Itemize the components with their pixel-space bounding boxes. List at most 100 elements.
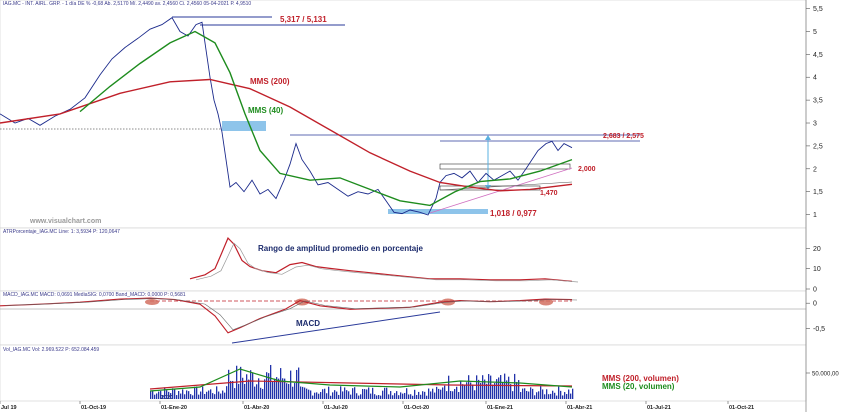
volume-bar xyxy=(540,386,542,399)
mms40-label: MMS (40) xyxy=(248,106,283,115)
volume-bar xyxy=(388,394,390,399)
macd-peak-4 xyxy=(539,298,553,306)
volume-bar xyxy=(506,380,508,399)
price-header: IAG.MC - INT. AIRL. GRP. - 1 día DE % -0… xyxy=(3,1,251,7)
volume-bar xyxy=(424,391,426,399)
volume-bar xyxy=(438,388,440,399)
volume-bar xyxy=(430,391,432,399)
volume-bar xyxy=(436,386,438,399)
volume-bar xyxy=(284,378,286,399)
volume-bar xyxy=(232,380,234,399)
macd-title: MACD xyxy=(296,319,320,328)
x-tick: 01-Ene-20 xyxy=(161,405,187,411)
volume-bar xyxy=(280,368,282,399)
vol-mms20-label: MMS (20, volumen) xyxy=(602,382,675,391)
volume-bar xyxy=(182,389,184,399)
volume-bar xyxy=(462,384,464,399)
volume-bar xyxy=(214,394,216,399)
volume-bar xyxy=(380,395,382,399)
volume-bar xyxy=(186,390,188,399)
volume-bar xyxy=(442,387,444,399)
volume-bar xyxy=(328,386,330,399)
volume-bar xyxy=(332,392,334,399)
volume-bar xyxy=(556,395,558,399)
atr-tick: 10 xyxy=(813,266,821,273)
volume-bar xyxy=(432,388,434,399)
volume-bar xyxy=(358,395,360,399)
volume-bar xyxy=(230,380,232,399)
x-tick: 01-Jul-21 xyxy=(647,405,671,411)
volume-bar xyxy=(384,387,386,399)
level1470-label: 1,470 xyxy=(540,190,558,197)
volume-bar xyxy=(570,393,572,399)
volume-bar xyxy=(190,394,192,399)
volume-bar xyxy=(294,383,296,399)
volume-bar xyxy=(194,386,196,399)
volume-bar xyxy=(196,386,198,399)
price-tick: 2 xyxy=(813,166,817,173)
volume-bar xyxy=(252,372,254,399)
volume-bar xyxy=(176,395,178,399)
volume-bar xyxy=(170,393,172,399)
x-tick: 01-Abr-21 xyxy=(567,405,592,411)
volume-bar xyxy=(480,383,482,399)
volume-bar xyxy=(428,388,430,399)
volume-bar xyxy=(278,378,280,399)
resistance-label: 2,683 / 2,575 xyxy=(603,133,644,140)
volume-bar xyxy=(242,377,244,399)
price-pane xyxy=(0,0,807,229)
volume-bar xyxy=(460,381,462,399)
volume-header: Vol_IAG.MC Vol: 2.969.522 P: 652.084.459 xyxy=(3,347,99,353)
volume-bar xyxy=(180,393,182,399)
volume-bar xyxy=(408,394,410,399)
volume-bar xyxy=(292,386,294,399)
volume-bar xyxy=(184,394,186,399)
mms200-label: MMS (200) xyxy=(250,77,290,86)
volume-bar xyxy=(456,386,458,399)
volume-bar xyxy=(378,395,380,399)
volume-bar xyxy=(536,392,538,399)
volume-bar xyxy=(342,391,344,399)
volume-bar xyxy=(212,393,214,399)
volume-bar xyxy=(228,369,230,399)
volume-bar xyxy=(268,373,270,399)
volume-bar xyxy=(504,373,506,399)
volume-bar xyxy=(272,381,274,399)
x-tick: 01-Abr-20 xyxy=(244,405,269,411)
volume-bar xyxy=(178,391,180,399)
volume-bar xyxy=(334,390,336,399)
volume-bar xyxy=(444,385,446,399)
volume-bar xyxy=(382,390,384,399)
volume-bar xyxy=(216,386,218,399)
volume-bar xyxy=(566,394,568,399)
volume-bar xyxy=(188,391,190,399)
gap-highlight xyxy=(222,121,266,131)
volume-bar xyxy=(208,390,210,399)
x-tick: 01-Oct-19 xyxy=(81,405,106,411)
macd-header: MACD_IAG.MC MACD: 0,0691 MediaSIG: 0,070… xyxy=(3,292,186,298)
volume-bar xyxy=(526,390,528,399)
volume-bar xyxy=(448,375,450,399)
volume-bar xyxy=(490,375,492,399)
volume-bar xyxy=(340,386,342,399)
volume-bar xyxy=(162,395,164,399)
watermark: www.visualchart.com xyxy=(29,218,101,225)
volume-bar xyxy=(398,395,400,399)
volume-bar xyxy=(522,388,524,399)
volume-bar xyxy=(454,389,456,399)
price-tick: 5 xyxy=(813,29,817,36)
volume-bar xyxy=(558,386,560,399)
volume-bar xyxy=(390,391,392,399)
volume-bar xyxy=(304,387,306,399)
volume-bar xyxy=(402,393,404,399)
volume-bar xyxy=(200,391,202,399)
volume-bar xyxy=(550,393,552,399)
x-tick: 01-Oct-21 xyxy=(729,405,754,411)
volume-bar xyxy=(552,390,554,399)
volume-bar xyxy=(568,389,570,399)
volume-bar xyxy=(488,374,490,399)
volume-bar xyxy=(426,395,428,399)
volume-pane xyxy=(0,344,807,402)
volume-bar xyxy=(250,370,252,399)
